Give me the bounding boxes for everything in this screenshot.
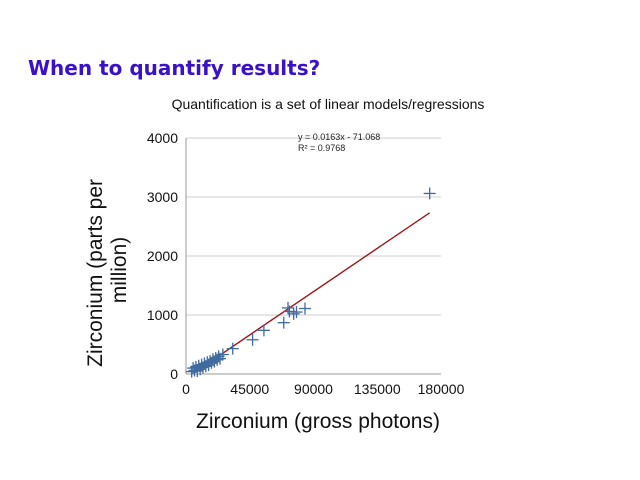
y-axis-title-line-1: Zirconium (parts per: [84, 179, 107, 367]
y-axis-title-line-2: million): [108, 237, 131, 304]
data-point-25: [277, 316, 290, 329]
tick-labels: 0 1000 2000 3000 4000 0 45000 90000 135000 180000: [147, 130, 465, 397]
y-tick-label-0: 0: [170, 366, 178, 382]
x-tick-label-1: 45000: [230, 381, 269, 397]
gridlines: [186, 137, 441, 316]
x-tick-label-4: 180000: [418, 381, 465, 397]
data-point-22: [226, 342, 239, 355]
data-point-29: [290, 306, 303, 319]
y-tick-label-2: 2000: [147, 248, 178, 264]
data-point-31: [423, 187, 436, 200]
chart-subtitle: Quantification is a set of linear models…: [171, 96, 485, 112]
axes: [185, 138, 441, 375]
data-points: [185, 187, 436, 378]
data-point-30: [299, 302, 311, 315]
data-point-23: [246, 333, 259, 346]
x-tick-label-3: 135000: [354, 381, 401, 397]
data-point-28: [287, 307, 300, 320]
trendline-group: [194, 212, 431, 374]
trendline: [194, 212, 431, 374]
y-tick-label-4: 4000: [147, 130, 178, 146]
x-axis-title: Zirconium (gross photons): [196, 410, 440, 433]
regression-equation: y = 0.0163x - 71.068: [298, 132, 380, 142]
x-tick-label-0: 0: [182, 381, 190, 397]
data-point-24: [257, 324, 270, 337]
y-tick-label-1: 1000: [147, 307, 178, 323]
axis-titles: Zirconium (gross photons) Zirconium (par…: [84, 132, 440, 433]
slide-title: When to quantify results?: [28, 56, 321, 80]
y-tick-label-3: 3000: [147, 189, 178, 205]
y-axis-title: Zirconium (parts per million): [84, 173, 131, 367]
x-tick-label-2: 90000: [294, 381, 333, 397]
r-squared-label: R² = 0.9768: [298, 143, 345, 153]
data-point-21: [216, 348, 229, 361]
